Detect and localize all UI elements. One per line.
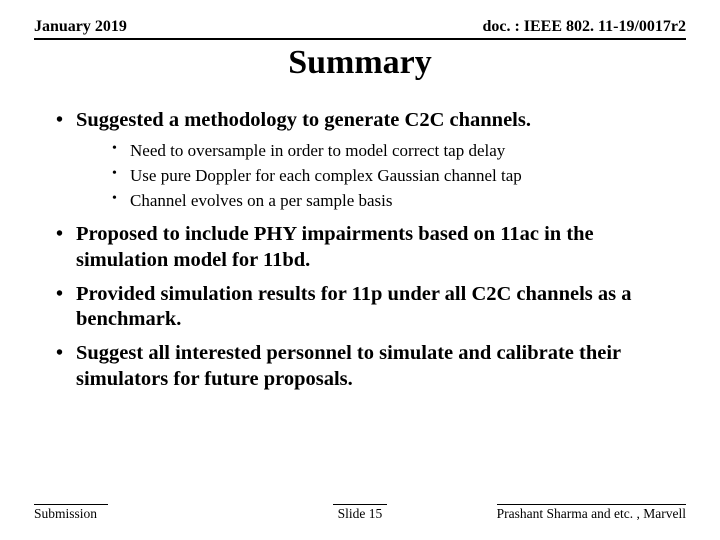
list-item: Use pure Doppler for each complex Gaussi…	[112, 165, 682, 188]
bullet-text: Provided simulation results for 11p unde…	[76, 283, 631, 331]
sub-bullet-text: Channel evolves on a per sample basis	[130, 191, 393, 210]
bullet-text: Suggested a methodology to generate C2C …	[76, 109, 531, 131]
footer-slide-number: Slide 15	[333, 504, 387, 522]
bullet-text: Suggest all interested personnel to simu…	[76, 342, 621, 390]
sub-bullet-text: Need to oversample in order to model cor…	[130, 141, 505, 160]
list-item: Need to oversample in order to model cor…	[112, 140, 682, 163]
list-item: Channel evolves on a per sample basis	[112, 190, 682, 213]
slide-content: Suggested a methodology to generate C2C …	[34, 108, 686, 392]
list-item: Suggest all interested personnel to simu…	[56, 341, 682, 392]
header-date: January 2019	[34, 18, 127, 36]
list-item: Provided simulation results for 11p unde…	[56, 282, 682, 333]
header-doc-id: doc. : IEEE 802. 11-19/0017r2	[482, 18, 686, 36]
slide-title: Summary	[34, 44, 686, 82]
sub-bullet-text: Use pure Doppler for each complex Gaussi…	[130, 166, 522, 185]
bullet-list: Suggested a methodology to generate C2C …	[38, 108, 682, 392]
slide-header: January 2019 doc. : IEEE 802. 11-19/0017…	[34, 18, 686, 40]
list-item: Suggested a methodology to generate C2C …	[56, 108, 682, 212]
footer-submission: Submission	[34, 504, 108, 522]
sub-bullet-list: Need to oversample in order to model cor…	[76, 140, 682, 213]
list-item: Proposed to include PHY impairments base…	[56, 222, 682, 273]
slide-page: January 2019 doc. : IEEE 802. 11-19/0017…	[0, 0, 720, 540]
bullet-text: Proposed to include PHY impairments base…	[76, 223, 594, 271]
footer-author: Prashant Sharma and etc. , Marvell	[497, 504, 686, 522]
slide-footer: Submission Slide 15 Prashant Sharma and …	[34, 504, 686, 522]
